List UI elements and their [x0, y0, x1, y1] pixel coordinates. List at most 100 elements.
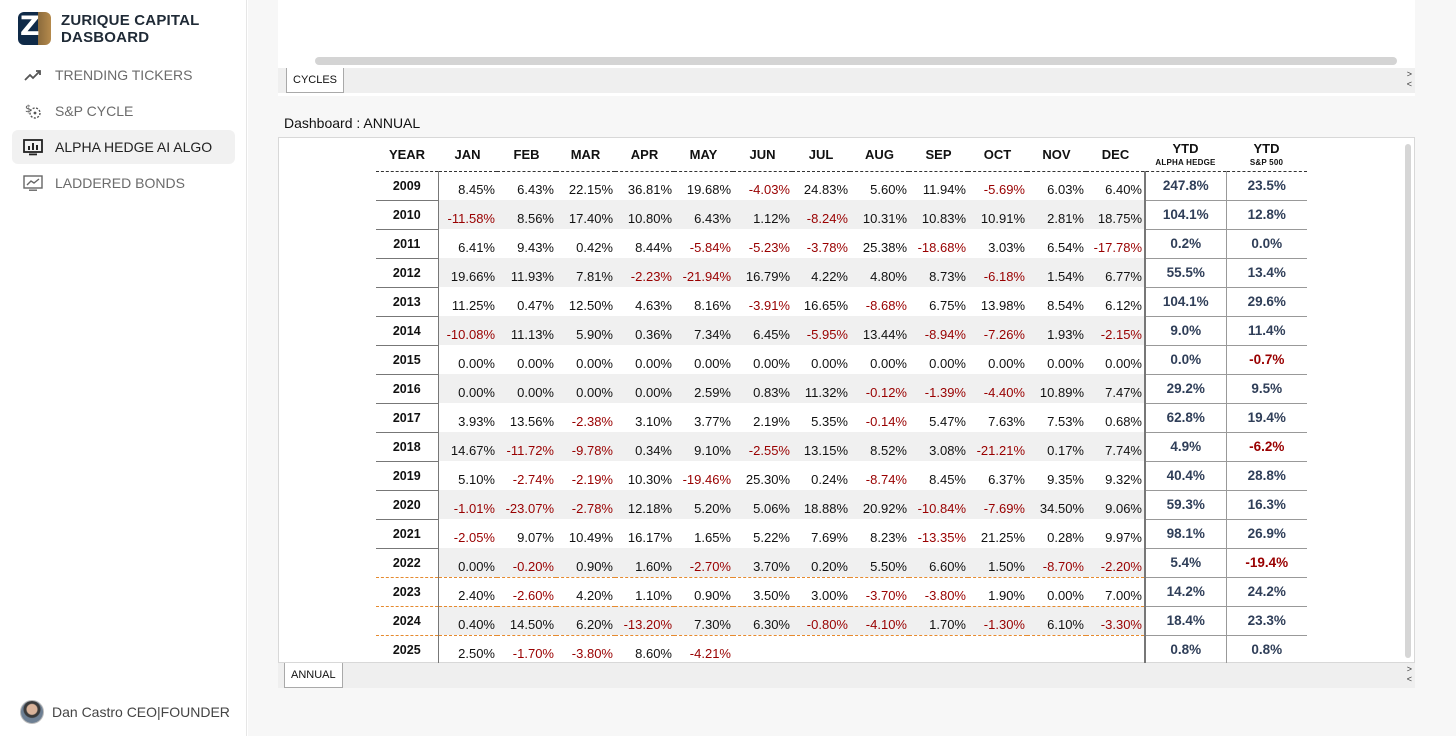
month-return-cell: 13.15% [792, 432, 850, 461]
year-cell: 2024 [376, 606, 439, 636]
header-year: YEAR [376, 138, 438, 172]
month-return-cell: 6.41% [458, 240, 495, 255]
month-return-cell: 10.30% [627, 472, 672, 487]
sidebar-item-trending-tickers[interactable]: TRENDING TICKERS [12, 58, 235, 92]
month-return-cell: 4.63% [635, 298, 672, 313]
month-return-cell: 9.35% [1047, 472, 1084, 487]
ytd-alpha-cell: 247.8% [1144, 171, 1226, 201]
month-return-cell: -8.74% [865, 472, 907, 487]
month-return-cell: -8.70% [1027, 548, 1086, 578]
month-return-cell: -11.72% [497, 432, 556, 461]
month-return-cell: -0.20% [497, 548, 556, 578]
month-return-cell: 0.00% [1105, 356, 1142, 371]
table-row: 2022 0.00% -0.20% 0.90% 1.60% -2.70% 3.70% 0.20… [376, 548, 1307, 578]
month-return-cell: 0.47% [517, 298, 554, 313]
sheet-nav-arrows[interactable]: > < [1407, 69, 1412, 89]
month-return-cell: -3.80% [556, 635, 615, 665]
header-month: SEP [909, 138, 968, 172]
month-return-cell: -10.08% [438, 316, 497, 345]
sidebar-item-sp-cycle[interactable]: $ S&P CYCLE [12, 94, 235, 128]
month-return-cell: 3.50% [733, 577, 792, 607]
month-return-cell: 2.40% [438, 577, 497, 607]
header-month: JUN [733, 138, 792, 172]
user-profile[interactable]: Dan Castro CEO|FOUNDER [20, 700, 230, 724]
month-return-cell: 25.30% [745, 472, 790, 487]
tab-cycles[interactable]: CYCLES [286, 68, 345, 93]
month-return-cell: 5.50% [850, 548, 909, 578]
vertical-scrollbar[interactable] [1405, 144, 1411, 658]
ytd-alpha-cell: 0.0% [1144, 345, 1226, 375]
ytd-sp500-cell: 23.5% [1225, 171, 1307, 201]
year-cell: 2020 [376, 490, 439, 520]
header-month: JUL [792, 138, 850, 172]
ytd-alpha-cell: 29.2% [1144, 374, 1226, 404]
next-sheet-arrow-icon[interactable]: > [1406, 69, 1412, 79]
month-return-cell: 6.60% [909, 548, 968, 578]
month-return-cell: 8.45% [458, 182, 495, 197]
month-return-cell: 0.00% [517, 356, 554, 371]
month-return-cell: 2.59% [674, 374, 733, 403]
month-return-cell: -4.40% [968, 374, 1027, 403]
month-return-cell: 10.31% [850, 200, 909, 229]
next-sheet-arrow-icon[interactable]: > [1406, 664, 1412, 674]
table-row: 2012 19.66% 11.93% 7.81% -2.23% -21.94% 16.79%… [376, 258, 1307, 288]
ytd-sp500-cell: 23.3% [1225, 606, 1307, 636]
month-return-cell: 6.75% [929, 298, 966, 313]
ytd-alpha-cell: 59.3% [1144, 490, 1226, 520]
month-return-cell: 0.00% [497, 374, 556, 403]
month-return-cell: 16.65% [803, 298, 848, 313]
year-cell: 2013 [376, 287, 439, 317]
svg-text:$: $ [25, 104, 31, 115]
prev-sheet-arrow-icon[interactable]: < [1406, 79, 1412, 89]
month-return-cell: 3.00% [792, 577, 850, 607]
month-return-cell: 10.49% [568, 530, 613, 545]
brand[interactable]: Z ZURIQUE CAPITAL DASBOARD [18, 12, 200, 46]
table-row: 2015 0.00% 0.00% 0.00% 0.00% 0.00% 0.00% 0.00% 0… [376, 345, 1307, 375]
month-return-cell: 3.93% [458, 414, 495, 429]
prev-sheet-arrow-icon[interactable]: < [1406, 674, 1412, 684]
table-row: 2011 6.41% 9.43% 0.42% 8.44% -5.84% -5.23% -3.7… [376, 229, 1307, 259]
month-return-cell: -2.19% [571, 472, 613, 487]
year-cell: 2023 [376, 577, 439, 607]
sidebar-item-label: ALPHA HEDGE AI ALGO [55, 139, 213, 155]
header-month: AUG [850, 138, 909, 172]
table-row: 2017 3.93% 13.56% -2.38% 3.10% 3.77% 2.19% 5.35… [376, 403, 1307, 433]
month-return-cell: 1.90% [968, 577, 1027, 607]
table-row: 2010 -11.58% 8.56% 17.40% 10.80% 6.43% 1.12% -8… [376, 200, 1307, 230]
month-return-cell: 8.56% [497, 200, 556, 229]
month-return-cell: 1.10% [615, 577, 674, 607]
month-return-cell: -3.78% [806, 240, 848, 255]
year-cell: 2016 [376, 374, 439, 404]
month-return-cell: -2.20% [1086, 548, 1145, 578]
month-return-cell: 13.98% [980, 298, 1025, 313]
month-return-cell: 7.69% [811, 530, 848, 545]
month-return-cell: -3.80% [909, 577, 968, 607]
month-return-cell: 5.20% [674, 490, 733, 519]
month-return-cell: 6.20% [556, 606, 615, 636]
month-return-cell: 0.28% [1047, 530, 1084, 545]
ytd-sp500-cell: -19.4% [1225, 548, 1307, 578]
tab-annual[interactable]: ANNUAL [284, 663, 343, 688]
ytd-alpha-cell: 4.9% [1144, 432, 1226, 462]
sidebar-item-alpha-hedge[interactable]: ALPHA HEDGE AI ALGO [12, 130, 235, 164]
year-cell: 2017 [376, 403, 439, 433]
header-month: MAR [556, 138, 615, 172]
month-return-cell: -8.94% [909, 316, 968, 345]
month-return-cell [909, 635, 968, 665]
month-return-cell: 6.45% [733, 316, 792, 345]
month-return-cell: 3.10% [635, 414, 672, 429]
sidebar-item-laddered-bonds[interactable]: LADDERED BONDS [12, 166, 235, 200]
horizontal-scrollbar[interactable] [315, 57, 1397, 65]
sidebar-nav: TRENDING TICKERS $ S&P CYCLE ALPHA HEDGE… [12, 58, 235, 202]
sheet-nav-arrows[interactable]: > < [1407, 664, 1412, 684]
header-ytd-sp500: YTD S&P 500 [1226, 138, 1307, 172]
month-return-cell [850, 635, 909, 665]
sidebar: Z ZURIQUE CAPITAL DASBOARD TRENDING TICK… [0, 0, 247, 736]
month-return-cell: -5.69% [983, 182, 1025, 197]
trending-up-icon [22, 66, 44, 84]
table-row: 2018 14.67% -11.72% -9.78% 0.34% 9.10% -2.55% 1… [376, 432, 1307, 462]
month-return-cell: -2.78% [556, 490, 615, 519]
month-return-cell: 19.66% [438, 258, 497, 287]
month-return-cell: 2.50% [438, 635, 497, 665]
cycles-panel: CYCLES > < [278, 0, 1415, 96]
